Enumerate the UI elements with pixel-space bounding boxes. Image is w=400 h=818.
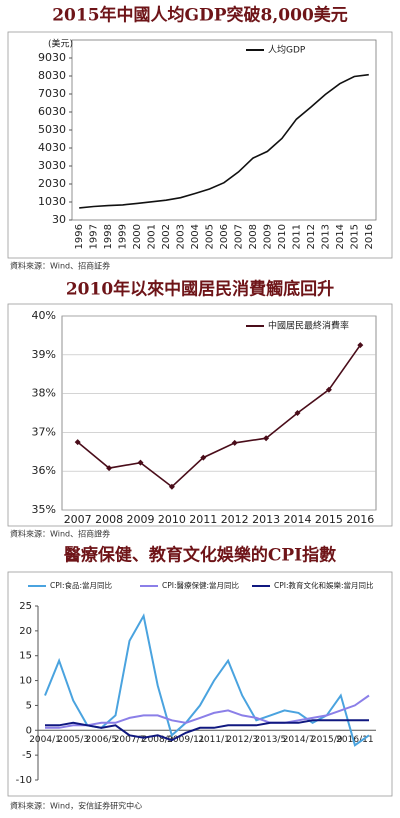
x-tick-label: 2007 — [64, 513, 92, 526]
x-tick-label: 2009 — [127, 513, 155, 526]
x-tick-label: 2011 — [291, 224, 302, 249]
x-tick-label: 2012 — [221, 513, 249, 526]
marker — [74, 439, 81, 446]
y-tick-label: 20 — [19, 626, 32, 637]
chart-title: 醫療保健、教育文化娛樂的CPI指數 — [64, 545, 336, 566]
x-tick-label: 2016 — [346, 513, 374, 526]
y-tick-label: 3030 — [38, 159, 66, 172]
x-tick-label: 1997 — [89, 224, 100, 249]
x-tick-label: 2008 — [95, 513, 123, 526]
legend-label: CPI:醫療保健:當月同比 — [162, 580, 240, 590]
x-tick-label: 2006/5 — [86, 735, 118, 745]
legend-label: 人均GDP — [268, 44, 306, 56]
marker — [294, 410, 301, 416]
x-tick-label: 1999 — [118, 224, 129, 249]
y-tick-label: 8030 — [38, 69, 66, 82]
x-tick-label: 2005 — [205, 224, 216, 249]
x-tick-label: 2012/3 — [226, 735, 258, 745]
x-tick-label: 2016/11 — [336, 735, 373, 745]
series-line — [45, 719, 369, 742]
x-tick-label: 2003 — [176, 224, 187, 249]
x-tick-label: 2009 — [262, 224, 273, 249]
marker — [168, 483, 175, 490]
marker — [325, 386, 332, 393]
source-note: 資料來源：Wind、招商証券 — [10, 261, 110, 271]
series-line — [79, 73, 369, 209]
marker — [137, 459, 144, 466]
y-tick-label: 7030 — [38, 87, 66, 100]
series-line — [45, 694, 370, 729]
y-tick-label: 10 — [19, 676, 32, 687]
x-tick-label: 2004 — [190, 224, 201, 249]
marker — [357, 342, 364, 349]
y-tick-label: 1030 — [38, 195, 66, 208]
marker — [263, 435, 270, 442]
x-tick-label: 2015/9 — [311, 735, 343, 745]
x-tick-label: 2011/1 — [198, 735, 230, 745]
x-tick-label: 2010 — [277, 224, 288, 249]
x-tick-label: 2008/9 — [142, 735, 174, 745]
y-tick-label: 9030 — [38, 51, 66, 64]
chart-title: 2015年中國人均GDP突破8,000美元 — [52, 5, 348, 26]
legend-label: CPI:教育文化和娛樂:當月同比 — [274, 580, 374, 590]
source-note: 資料來源：Wind，安信証券研究中心 — [10, 801, 142, 811]
x-tick-label: 2011 — [189, 513, 217, 526]
y-tick-label: 25 — [19, 601, 32, 612]
x-tick-label: 1996 — [74, 224, 85, 249]
y-tick-label: 37% — [32, 425, 56, 438]
x-tick-label: 2013 — [320, 224, 331, 249]
y-tick-label: 36% — [32, 464, 56, 477]
marker — [231, 439, 238, 446]
chart-frame — [7, 571, 393, 797]
y-tick-label: -10 — [16, 775, 32, 786]
plot-frame — [71, 39, 377, 221]
y-tick-label: 5 — [26, 700, 32, 711]
y-tick-label: 4030 — [38, 141, 66, 154]
chart-title: 2010年以來中國居民消費觸底回升 — [66, 279, 334, 300]
chart-frame — [7, 31, 393, 259]
x-tick-label: 2013 — [252, 513, 280, 526]
y-tick-label: 15 — [19, 651, 32, 662]
x-tick-label: 2010 — [158, 513, 186, 526]
marker — [200, 454, 207, 461]
x-tick-label: 2014/7 — [283, 735, 315, 745]
x-tick-label: 2014 — [284, 513, 312, 526]
y-tick-label: 30 — [52, 213, 66, 226]
y-tick-label: 38% — [32, 387, 56, 400]
x-tick-label: 1998 — [103, 224, 114, 249]
x-tick-label: 2002 — [161, 224, 172, 249]
x-tick-label: 2006 — [219, 224, 230, 249]
y-tick-label: 6030 — [38, 105, 66, 118]
x-tick-label: 2005/3 — [57, 735, 89, 745]
x-tick-label: 2004/1 — [29, 735, 61, 745]
plot-frame — [61, 315, 377, 511]
marker — [106, 465, 113, 472]
y-tick-label: 35% — [32, 503, 56, 516]
series-line — [77, 344, 361, 488]
x-tick-label: 2001 — [147, 224, 158, 249]
x-tick-label: 2009/11 — [167, 735, 204, 745]
y-tick-label: 39% — [32, 348, 56, 361]
x-tick-label: 2007 — [233, 224, 244, 249]
x-tick-label: 2000 — [132, 224, 143, 249]
chart-frame — [7, 303, 393, 527]
y-tick-label: 0 — [26, 725, 32, 736]
x-tick-label: 2016 — [364, 224, 375, 249]
x-tick-label: 2013/5 — [255, 735, 287, 745]
y-tick-label: 2030 — [38, 177, 66, 190]
unit-label: (美元) — [48, 38, 73, 50]
legend-label: CPI:食品:當月同比 — [50, 580, 113, 590]
source-note: 資料來源：Wind、招商證券 — [10, 529, 110, 539]
y-tick-label: 40% — [32, 309, 56, 322]
x-tick-label: 2015 — [349, 224, 360, 249]
x-tick-label: 2014 — [335, 224, 346, 249]
y-tick-label: -5 — [22, 750, 32, 761]
y-tick-label: 5030 — [38, 123, 66, 136]
x-tick-label: 2012 — [306, 224, 317, 249]
x-tick-label: 2007/7 — [114, 735, 146, 745]
x-tick-label: 2008 — [248, 224, 259, 249]
legend-label: 中國居民最終消費率 — [268, 320, 349, 332]
x-tick-label: 2015 — [315, 513, 343, 526]
